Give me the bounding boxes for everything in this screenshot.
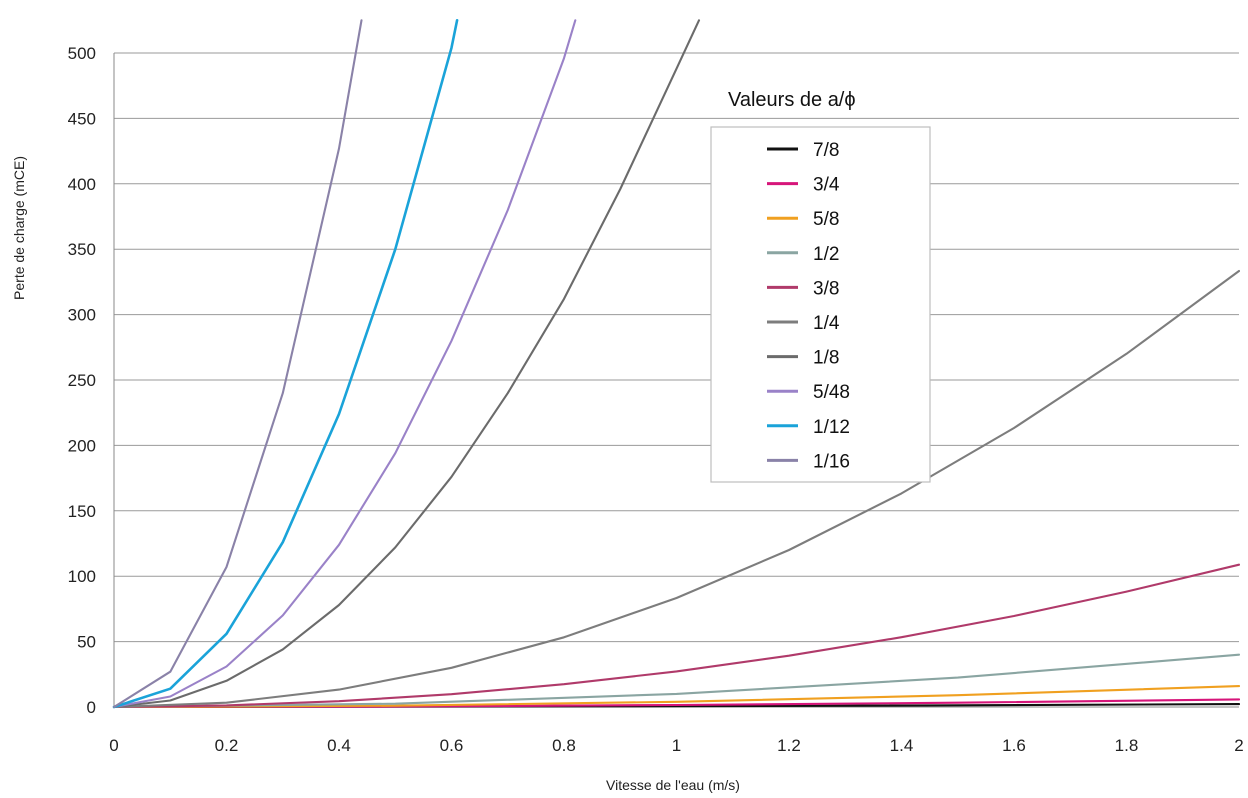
legend-label: 1/2 — [813, 244, 839, 265]
series-line-10 — [112, 19, 363, 709]
series-line-3 — [112, 685, 1240, 709]
x-tick-label: 1.4 — [890, 736, 914, 755]
x-tick-label: 0.8 — [552, 736, 576, 755]
y-tick-label: 150 — [68, 502, 96, 521]
x-tick-label: 0.4 — [327, 736, 351, 755]
y-tick-label: 350 — [68, 240, 96, 259]
x-tick-labels: 0 0.2 0.4 0.6 0.8 1 1.2 1.4 1.6 1.8 2 — [109, 736, 1243, 755]
legend-label: 1/4 — [813, 313, 840, 334]
legend-label: 3/4 — [813, 175, 840, 196]
y-tick-label: 100 — [68, 567, 96, 586]
y-tick-label: 0 — [87, 698, 96, 717]
legend: 7/8 3/4 5/8 1/2 3/8 1/4 1/8 5/48 1/12 1/16 — [710, 126, 931, 483]
x-tick-label: 0.2 — [215, 736, 239, 755]
legend-label: 1/12 — [813, 417, 850, 438]
x-axis-title: Vitesse de l'eau (m/s) — [606, 777, 740, 793]
series-lines — [112, 18, 1240, 709]
x-tick-label: 1.2 — [777, 736, 801, 755]
y-tick-label: 200 — [68, 436, 96, 455]
y-tick-label: 400 — [68, 175, 96, 194]
legend-title: Valeurs de a/ϕ — [728, 89, 856, 111]
series-line-6 — [112, 269, 1240, 709]
legend-box — [710, 126, 931, 483]
y-tick-label: 300 — [68, 306, 96, 325]
x-tick-label: 0 — [109, 736, 118, 755]
y-axis-title: Perte de charge (mCE) — [11, 156, 27, 300]
y-tick-label: 450 — [68, 109, 96, 128]
legend-label: 5/8 — [813, 209, 839, 230]
series-line-4 — [112, 653, 1240, 709]
series-line-5 — [112, 563, 1240, 709]
legend-label: 1/16 — [813, 451, 850, 472]
legend-label: 3/8 — [813, 278, 839, 299]
series-line-9 — [112, 18, 459, 709]
x-tick-label: 1 — [672, 736, 681, 755]
legend-items: 7/8 3/4 5/8 1/2 3/8 1/4 1/8 5/48 1/12 1/16 — [767, 140, 850, 472]
y-tick-labels: 0 50 100 150 200 250 300 350 400 450 500 — [68, 44, 96, 717]
x-tick-label: 0.6 — [440, 736, 464, 755]
y-tick-label: 50 — [77, 633, 96, 652]
gridlines — [114, 52, 1239, 643]
series-line-8 — [112, 19, 577, 709]
legend-label: 1/8 — [813, 348, 839, 369]
x-tick-label: 2 — [1234, 736, 1243, 755]
x-tick-label: 1.8 — [1115, 736, 1139, 755]
legend-label: 7/8 — [813, 140, 839, 161]
x-tick-label: 1.6 — [1002, 736, 1026, 755]
y-tick-label: 500 — [68, 44, 96, 63]
y-tick-label: 250 — [68, 371, 96, 390]
series-line-7 — [112, 19, 701, 709]
legend-label: 5/48 — [813, 382, 850, 403]
